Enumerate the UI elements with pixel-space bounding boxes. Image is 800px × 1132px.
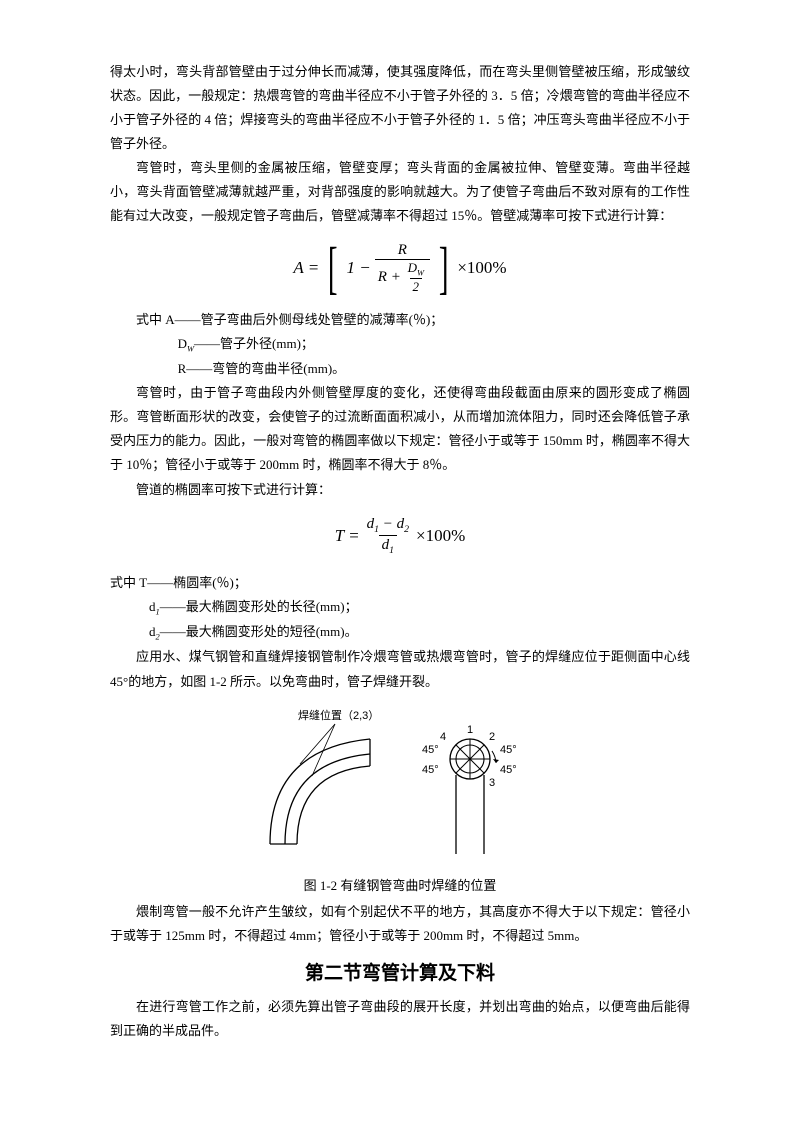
fig-num-4: 4	[440, 731, 446, 743]
formula-a-two: 2	[410, 278, 423, 294]
f2-d2s: 2	[404, 524, 409, 535]
page: 得太小时，弯头背部管壁由于过分伸长而减薄，使其强度降低，而在弯头里侧管壁被压缩，…	[0, 0, 800, 1083]
f2-d2: d	[397, 516, 405, 532]
definition-list-a: 式中 A—— 管子弯曲后外侧母线处管壁的减薄率(％)； DW ——管子外径(mm…	[110, 308, 690, 381]
fig-num-2: 2	[489, 731, 495, 743]
paragraph-1: 得太小时，弯头背部管壁由于过分伸长而减薄，使其强度降低，而在弯头里侧管壁被压缩，…	[110, 60, 690, 156]
f2-den-d1: d	[382, 537, 390, 553]
paragraph-3: 弯管时，由于管子弯曲段内外侧管壁厚度的变化，还使得弯曲段截面由原来的圆形变成了椭…	[110, 381, 690, 477]
formula-t-frac: d1 − d2 d1	[364, 516, 412, 557]
f2-minus: −	[379, 516, 397, 532]
def-a-dw-tail: ——管子外径(mm)；	[194, 332, 314, 357]
f2-den-d1s: 1	[389, 545, 394, 556]
figure-caption: 图 1-2 有缝钢管弯曲时焊缝的位置	[110, 875, 690, 894]
formula-a-outer-frac: R R + DW 2	[375, 242, 430, 294]
formula-a-tail: ×100%	[457, 258, 506, 278]
paragraph-4: 管道的椭圆率可按下式进行计算：	[110, 478, 690, 502]
def-a-R: R——弯管的弯曲半径(mm)。	[178, 357, 346, 381]
fig-num-1: 1	[467, 724, 473, 736]
bracket-right-icon: ]	[439, 248, 449, 289]
formula-t: T = d1 − d2 d1 ×100%	[110, 516, 690, 557]
fig-num-3: 3	[489, 777, 495, 789]
formula-a-den: R + DW 2	[375, 259, 430, 294]
def-a-dw: DW	[178, 332, 194, 357]
formula-a-Dw-sub: W	[417, 267, 424, 277]
formula-a: A = [ 1 − R R + DW 2 ] ×100%	[110, 242, 690, 294]
bracket-left-icon: [	[328, 248, 338, 289]
def-t-d2-tail: ——最大椭圆变形处的短径(mm)。	[160, 620, 358, 645]
def-t-d1: d1	[149, 595, 160, 620]
def-t-d2: d2	[149, 620, 160, 645]
f2-d1: d	[367, 516, 375, 532]
def-a-body: 管子弯曲后外侧母线处管壁的减薄率(％)；	[201, 308, 444, 332]
formula-a-R: R	[395, 242, 410, 259]
fig-45-c: 45°	[422, 744, 439, 756]
def-t-d1-tail: ——最大椭圆变形处的长径(mm)；	[160, 595, 358, 620]
definition-list-t: 式中 T—— 椭圆率(％)； d1 ——最大椭圆变形处的长径(mm)； d2 —…	[110, 571, 690, 645]
formula-a-one: 1 −	[347, 258, 371, 278]
def-t-body: 椭圆率(％)；	[173, 571, 247, 595]
paragraph-7: 在进行弯管工作之前，必须先算出管子弯曲段的展开长度，并划出弯曲的始点，以便弯曲后…	[110, 995, 690, 1043]
section-title: 第二节弯管计算及下料	[110, 958, 690, 985]
formula-t-tail: ×100%	[416, 526, 465, 546]
fig-45-d: 45°	[422, 764, 439, 776]
formula-a-Rplus: R +	[378, 269, 401, 285]
weld-label: 焊缝位置（2,3）	[298, 708, 379, 722]
pipe-weld-diagram-icon: 焊缝位置（2,3） 1	[240, 704, 560, 864]
def-t-lead: 式中 T——	[110, 571, 173, 595]
paragraph-2: 弯管时，弯头里侧的金属被压缩，管壁变厚；弯头背面的金属被拉伸、管壁变薄。弯曲半径…	[110, 156, 690, 228]
paragraph-5: 应用水、煤气钢管和直缝焊接钢管制作冷煨弯管或热煨弯管时，管子的焊缝应位于距侧面中…	[110, 645, 690, 693]
fig-45-a: 45°	[500, 744, 517, 756]
fig-45-b: 45°	[500, 764, 517, 776]
figure-1-2: 焊缝位置（2,3） 1	[110, 704, 690, 869]
formula-t-lhs: T =	[335, 526, 360, 546]
def-a-lead: 式中 A——	[136, 308, 201, 332]
formula-a-Dw: D	[408, 260, 417, 275]
paragraph-6: 煨制弯管一般不允许产生皱纹，如有个别起伏不平的地方，其高度亦不得大于以下规定：管…	[110, 900, 690, 948]
formula-a-lhs: A =	[293, 258, 319, 278]
